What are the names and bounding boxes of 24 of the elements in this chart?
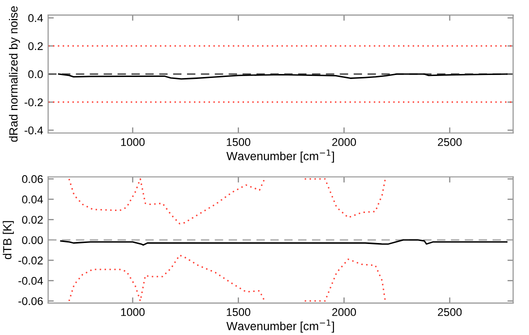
x-tick-label: 1000 — [121, 138, 145, 146]
x-tick-label: 2000 — [332, 308, 356, 316]
y-tick-label: -0.02 — [18, 256, 43, 264]
y-axis-title: dRad normalized by noise — [8, 6, 20, 142]
y-tick-label: -0.2 — [24, 98, 43, 106]
x-tick-label: 2000 — [332, 138, 356, 146]
y-tick-label: 0.02 — [22, 216, 43, 224]
y-tick-label: 0.0 — [28, 70, 43, 78]
y-tick-label: -0.04 — [18, 276, 43, 285]
y-tick-label: 0.06 — [22, 175, 43, 184]
y-tick-label: 0.2 — [28, 42, 43, 50]
x-tick-label: 1500 — [226, 138, 250, 146]
x-axis-title: Wavenumber [cm$^{−1}$] — [226, 320, 334, 333]
y-tick-label: 0.4 — [28, 14, 43, 22]
y-tick-label: 0.04 — [22, 196, 43, 204]
y-tick-label: -0.06 — [18, 297, 43, 306]
x-tick-label: 1500 — [226, 308, 250, 316]
x-tick-label: 1000 — [121, 308, 145, 316]
y-axis-title: dTB [K] — [2, 221, 14, 260]
y-tick-label: 0.00 — [22, 236, 43, 244]
x-axis-title: Wavenumber [cm$^{−1}$] — [226, 150, 334, 163]
y-tick-label: -0.4 — [24, 126, 43, 134]
x-tick-label: 2500 — [438, 308, 462, 316]
x-tick-label: 2500 — [438, 138, 462, 146]
